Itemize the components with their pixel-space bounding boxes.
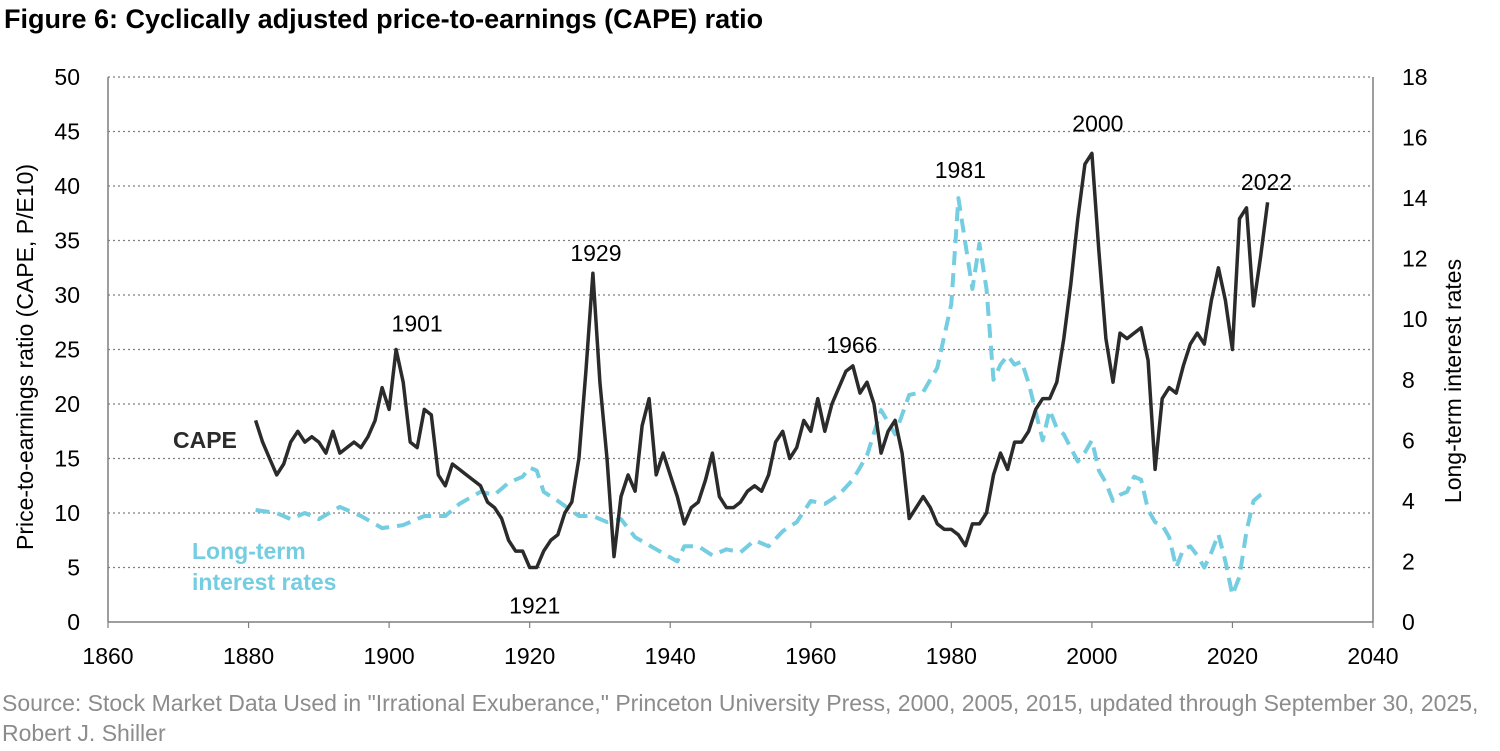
x-tick-label: 2040 [1347, 643, 1398, 669]
year-annotation-1929: 1929 [570, 240, 621, 266]
year-annotation-2000: 2000 [1072, 110, 1123, 136]
x-tick-label: 1900 [364, 643, 415, 669]
y-tick-label: 35 [54, 228, 80, 254]
y-tick-label: 20 [54, 391, 80, 417]
x-tick-label: 2000 [1066, 643, 1117, 669]
axes [107, 77, 1374, 623]
annotations: 1901 1921 1929 1966 1981 2000 2022 CAPE Long-ter… [173, 110, 1292, 618]
y2-tick-label: 10 [1402, 306, 1428, 332]
y-axis-label: Price-to-earnings ratio (CAPE, P/E10) [12, 164, 38, 550]
y-tick-label: 10 [54, 500, 80, 526]
year-annotation-1981: 1981 [935, 157, 986, 183]
series-label: interest rates [192, 569, 336, 595]
year-annotation-1921: 1921 [509, 593, 560, 619]
y-tick-label: 30 [54, 282, 80, 308]
year-annotation-1966: 1966 [826, 332, 877, 358]
source-note: Source: Stock Market Data Used in "Irrat… [2, 690, 1479, 746]
y2-tick-label: 0 [1402, 609, 1415, 635]
series-label: CAPE [173, 427, 237, 453]
year-annotation-1901: 1901 [392, 311, 443, 337]
y2-tick-label: 14 [1402, 185, 1428, 211]
cape-line [253, 151, 1270, 570]
y2-axis-label: Long-term interest rates [1440, 259, 1466, 503]
figure-title: Figure 6: Cyclically adjusted price-to-e… [4, 4, 764, 34]
y2-tick-label: 18 [1402, 64, 1428, 90]
x-tick-label: 2020 [1207, 643, 1258, 669]
year-annotation-2022: 2022 [1241, 169, 1292, 195]
grid-lines [108, 76, 1373, 569]
y-tick-label: 5 [67, 555, 80, 581]
y-tick-label: 15 [54, 446, 80, 472]
series-lines [253, 151, 1270, 597]
x-tick-label: 1940 [645, 643, 696, 669]
y2-tick-label: 2 [1402, 548, 1415, 574]
x-tick-label: 1880 [223, 643, 274, 669]
y2-tick-label: 16 [1402, 125, 1428, 151]
y2-tick-label: 8 [1402, 367, 1415, 393]
cape-chart: 0 5 10 15 20 25 30 35 40 45 50 0 2 4 6 8 10 12 14 16 18 186… [12, 64, 1466, 669]
y2-tick-label: 4 [1402, 488, 1415, 514]
y-tick-label: 40 [54, 173, 80, 199]
series-label: Long-term [192, 538, 306, 564]
x-axis-tick-labels: 1860 1880 1900 1920 1940 1960 1980 2000 2020 2040 [82, 622, 1399, 669]
y-tick-label: 50 [54, 64, 80, 90]
y2-tick-label: 12 [1402, 246, 1428, 272]
right-axis-tick-labels: 0 2 4 6 8 10 12 14 16 18 [1402, 64, 1428, 635]
long-term-rates-line [255, 196, 1269, 597]
x-tick-label: 1920 [504, 643, 555, 669]
y-tick-label: 25 [54, 337, 80, 363]
left-axis-tick-labels: 0 5 10 15 20 25 30 35 40 45 50 [54, 64, 80, 635]
x-tick-label: 1860 [82, 643, 133, 669]
x-tick-label: 1960 [785, 643, 836, 669]
x-tick-label: 1980 [926, 643, 977, 669]
y-tick-label: 45 [54, 119, 80, 145]
y-tick-label: 0 [67, 609, 80, 635]
y2-tick-label: 6 [1402, 427, 1415, 453]
